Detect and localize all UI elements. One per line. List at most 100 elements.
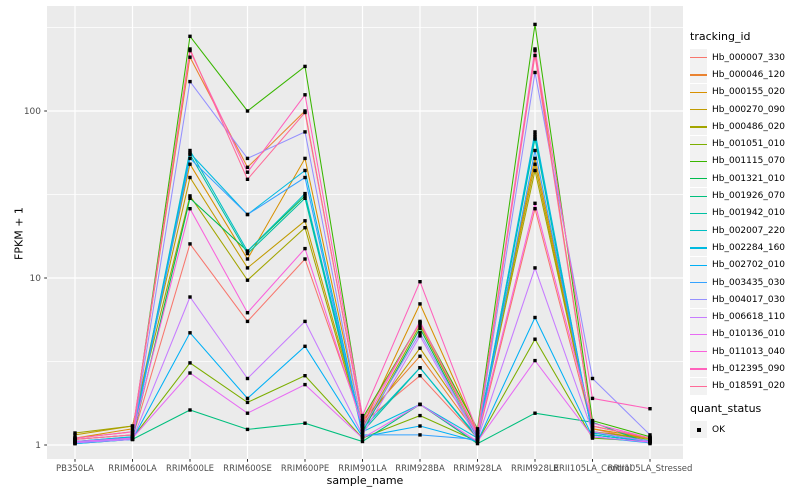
data-point <box>303 93 307 97</box>
data-point <box>418 366 422 370</box>
legend-key-ok <box>690 421 707 439</box>
data-point <box>245 165 250 169</box>
data-point <box>130 430 135 434</box>
data-point <box>188 295 192 299</box>
line-swatch-icon <box>690 230 707 232</box>
data-point <box>303 382 307 387</box>
line-swatch-icon <box>690 385 707 387</box>
data-point <box>360 413 365 418</box>
y-tick-label: 1 <box>35 441 41 451</box>
legend-item-Hb_000270_090: Hb_000270_090 <box>690 101 800 119</box>
data-point <box>188 47 192 51</box>
data-point <box>188 207 192 211</box>
x-tick-label: RRIM600PE <box>281 464 329 474</box>
legend-label: Hb_006618_110 <box>712 312 786 323</box>
line-swatch-icon <box>690 74 707 76</box>
legend-key-Hb_000270_090 <box>690 101 707 119</box>
line-swatch-icon <box>690 160 707 163</box>
legend-label: Hb_012395_090 <box>712 363 786 374</box>
legend-item-Hb_000046_120: Hb_000046_120 <box>690 66 800 84</box>
y-tick-label: 10 <box>30 274 42 284</box>
legend-key-Hb_004017_030 <box>690 291 707 309</box>
data-point <box>475 435 480 439</box>
legend-title-tracking-id: tracking_id <box>690 30 751 43</box>
line-swatch-icon <box>690 299 707 301</box>
legend-label: Hb_001051_010 <box>712 139 786 150</box>
data-point <box>533 315 537 320</box>
data-point <box>303 175 307 180</box>
y-tick-label: 100 <box>24 107 41 117</box>
data-point <box>245 427 250 432</box>
data-point <box>418 402 422 407</box>
legend-item-Hb_018591_020: Hb_018591_020 <box>690 377 800 395</box>
data-point <box>418 374 422 378</box>
legend-item-Hb_000486_020: Hb_000486_020 <box>690 118 800 136</box>
data-point <box>303 246 307 251</box>
legend-item-Hb_002702_010: Hb_002702_010 <box>690 256 800 274</box>
data-point <box>475 431 480 435</box>
data-point <box>648 407 652 411</box>
legend-item-Hb_001051_010: Hb_001051_010 <box>690 135 800 153</box>
data-point <box>533 337 537 341</box>
data-point <box>303 344 307 348</box>
legend-key-Hb_001942_010 <box>690 204 707 222</box>
legend-key-Hb_002007_220 <box>690 222 707 240</box>
data-point <box>188 162 192 166</box>
legend-key-Hb_001926_070 <box>690 187 707 205</box>
data-point <box>245 156 250 161</box>
data-point <box>418 323 422 328</box>
legend-entries: Hb_000007_330 Hb_000046_120 Hb_000155_020 H… <box>690 49 800 395</box>
data-point <box>648 436 652 440</box>
data-point <box>245 177 250 181</box>
data-point <box>130 424 135 428</box>
legend-key-Hb_011013_040 <box>690 343 707 361</box>
data-point <box>360 416 365 420</box>
line-swatch-icon <box>690 282 707 284</box>
x-tick-label: RRIM928LE <box>511 464 559 474</box>
legend-item-Hb_000007_330: Hb_000007_330 <box>690 49 800 67</box>
data-point <box>303 226 307 230</box>
legend-key-Hb_001115_070 <box>690 152 707 170</box>
line-swatch-icon <box>690 212 707 214</box>
data-point <box>130 427 135 431</box>
data-point <box>188 331 192 335</box>
legend-label: Hb_004017_030 <box>712 294 786 305</box>
data-point <box>73 437 77 442</box>
data-point <box>303 196 307 200</box>
line-swatch-icon <box>690 143 707 145</box>
legend-item-Hb_000155_020: Hb_000155_020 <box>690 83 800 101</box>
data-point <box>533 47 537 51</box>
data-point <box>533 148 537 153</box>
line-swatch-icon <box>690 351 707 353</box>
data-point <box>245 311 250 315</box>
data-point <box>303 219 307 223</box>
data-point <box>245 109 250 113</box>
legend-item-Hb_002284_160: Hb_002284_160 <box>690 239 800 257</box>
data-point <box>245 411 250 415</box>
legend-key-Hb_000486_020 <box>690 118 707 136</box>
black-square-point-icon <box>696 427 701 432</box>
data-point <box>418 321 422 325</box>
legend: tracking_id Hb_000007_330 Hb_000046_120 Hb… <box>690 30 800 439</box>
legend-key-Hb_018591_020 <box>690 377 707 395</box>
data-point <box>188 55 192 59</box>
legend-key-Hb_012395_090 <box>690 360 707 378</box>
legend-key-Hb_000046_120 <box>690 66 707 84</box>
data-point <box>418 413 422 418</box>
data-point <box>533 168 537 173</box>
data-point <box>475 427 480 431</box>
legend-label: Hb_000155_020 <box>712 87 786 98</box>
data-point <box>590 433 595 437</box>
data-point <box>303 156 307 161</box>
data-point <box>130 433 135 437</box>
legend-label: Hb_001926_070 <box>712 191 786 202</box>
data-point <box>533 156 537 161</box>
legend-key-Hb_002284_160 <box>690 239 707 257</box>
data-point <box>245 249 250 253</box>
data-point <box>360 427 365 431</box>
legend-item-Hb_003435_030: Hb_003435_030 <box>690 274 800 291</box>
x-tick-label: RRIM928LA <box>453 464 502 474</box>
x-tick-label: RRIM600LE <box>166 464 214 474</box>
data-point <box>245 319 250 324</box>
